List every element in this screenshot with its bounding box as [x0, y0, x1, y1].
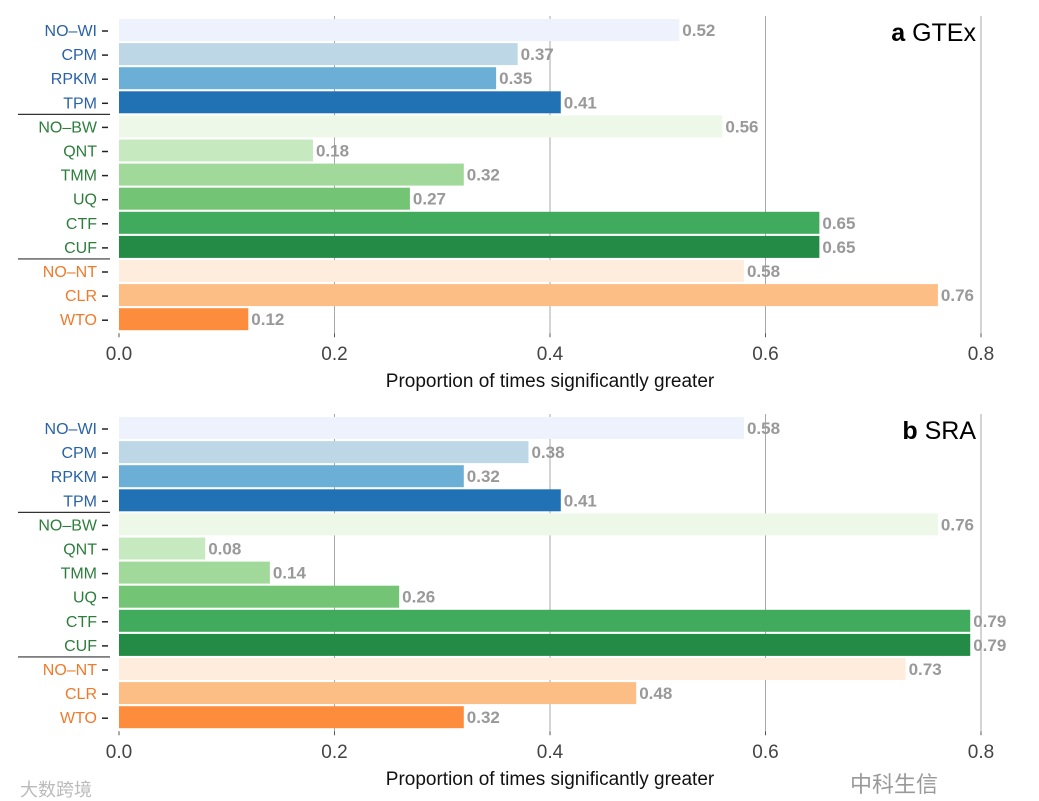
category-label: TMM	[61, 168, 97, 185]
bar-UQ	[119, 187, 410, 210]
x-tick-label: 0.2	[321, 344, 347, 365]
value-label: 0.41	[564, 93, 597, 112]
category-label: CLR	[65, 686, 97, 703]
bar-NO–NT	[119, 260, 744, 282]
value-label: 0.32	[467, 467, 500, 486]
bar-QNT	[119, 139, 313, 162]
panel-title-text: GTEx	[912, 19, 976, 47]
category-label: TPM	[63, 493, 97, 510]
category-label: QNT	[63, 144, 97, 161]
category-label: CTF	[66, 216, 97, 233]
category-label: WTO	[60, 312, 97, 329]
category-label: NO–WI	[45, 23, 97, 40]
value-label: 0.58	[747, 262, 780, 281]
value-label: 0.08	[208, 540, 241, 559]
watermark-text: 大数跨境	[20, 780, 92, 801]
value-label: 0.65	[822, 214, 855, 233]
x-tick-label: 0.4	[537, 344, 564, 365]
value-label: 0.48	[639, 684, 672, 703]
bar-CTF	[119, 609, 971, 632]
bar-CLR	[119, 682, 637, 705]
panel-title-text: SRA	[925, 417, 977, 445]
category-label: NO–BW	[38, 517, 98, 534]
bar-CTF	[119, 211, 820, 234]
value-label: 0.12	[251, 310, 284, 329]
value-label: 0.76	[941, 515, 974, 534]
value-label: 0.35	[499, 69, 532, 88]
category-label: TPM	[63, 95, 97, 112]
value-label: 0.52	[682, 21, 715, 40]
category-label: NO–NT	[43, 662, 97, 679]
bar-NO–NT	[119, 658, 906, 680]
x-axis-label: Proportion of times significantly greate…	[386, 769, 715, 790]
value-label: 0.38	[531, 443, 564, 462]
category-label: UQ	[73, 192, 97, 209]
bar-UQ	[119, 585, 400, 608]
x-tick-label: 0.6	[752, 344, 778, 365]
value-label: 0.79	[973, 612, 1006, 631]
x-axis-label: Proportion of times significantly greate…	[386, 371, 715, 392]
value-label: 0.37	[521, 45, 554, 64]
value-label: 0.73	[909, 660, 942, 679]
x-tick-label: 0.6	[752, 742, 778, 763]
category-label: NO–WI	[45, 421, 97, 438]
bar-TPM	[119, 91, 561, 114]
value-label: 0.18	[316, 142, 349, 161]
category-label: CPM	[61, 47, 97, 64]
category-label: NO–NT	[43, 264, 97, 281]
bar-CPM	[119, 43, 518, 66]
x-tick-label: 0.0	[106, 344, 132, 365]
panel-letter: a	[891, 19, 912, 47]
value-label: 0.41	[564, 491, 597, 510]
bar-RPKM	[119, 67, 497, 90]
category-label: QNT	[63, 542, 97, 559]
x-tick-label: 0.2	[321, 742, 347, 763]
bar-WTO	[119, 706, 464, 729]
category-label: CPM	[61, 445, 97, 462]
category-label: CUF	[64, 240, 97, 257]
category-label: TMM	[61, 566, 97, 583]
watermark-text: 中科生信	[850, 773, 938, 798]
bar-CUF	[119, 235, 820, 258]
value-label: 0.65	[822, 238, 855, 257]
bar-CLR	[119, 284, 938, 307]
bar-NO–BW	[119, 513, 938, 536]
category-label: CUF	[64, 638, 97, 655]
category-label: CLR	[65, 288, 97, 305]
category-label: RPKM	[51, 71, 97, 88]
category-label: RPKM	[51, 469, 97, 486]
category-label: WTO	[60, 710, 97, 727]
bar-TMM	[119, 561, 270, 584]
panel-title: b SRA	[902, 417, 976, 445]
x-tick-label: 0.8	[968, 742, 994, 763]
bar-NO–WI	[119, 19, 680, 41]
bar-TMM	[119, 163, 464, 186]
bar-TPM	[119, 489, 561, 512]
value-label: 0.76	[941, 286, 974, 305]
value-label: 0.32	[467, 708, 500, 727]
category-label: NO–BW	[38, 119, 98, 136]
x-tick-label: 0.0	[106, 742, 132, 763]
category-label: CTF	[66, 614, 97, 631]
value-label: 0.56	[725, 117, 758, 136]
panel-letter: b	[902, 417, 924, 445]
bar-NO–WI	[119, 417, 744, 439]
value-label: 0.58	[747, 419, 780, 438]
category-label: UQ	[73, 590, 97, 607]
x-tick-label: 0.4	[537, 742, 564, 763]
bar-QNT	[119, 537, 206, 560]
bar-CPM	[119, 441, 529, 464]
bar-RPKM	[119, 465, 464, 488]
value-label: 0.79	[973, 636, 1006, 655]
value-label: 0.26	[402, 588, 435, 607]
panel-title: a GTEx	[891, 19, 976, 47]
bar-CUF	[119, 633, 971, 656]
bar-WTO	[119, 308, 249, 331]
x-tick-label: 0.8	[968, 344, 994, 365]
value-label: 0.27	[413, 190, 446, 209]
bar-NO–BW	[119, 115, 723, 138]
value-label: 0.14	[273, 564, 307, 583]
value-label: 0.32	[467, 166, 500, 185]
